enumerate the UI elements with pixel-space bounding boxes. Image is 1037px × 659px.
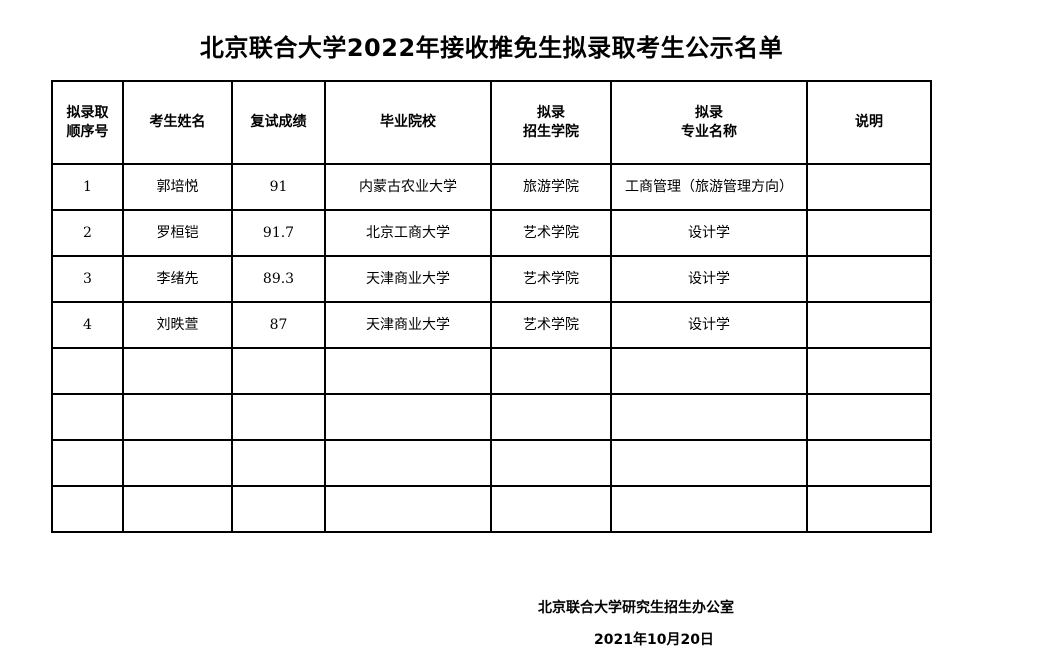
table-row: 4 刘昳萱 87 天津商业大学 艺术学院 设计学 [51,301,932,349]
table-cell [231,393,326,441]
table-row: 1 郭培悦 91 内蒙古农业大学 旅游学院 工商管理（旅游管理方向） [51,163,932,211]
table-cell: 天津商业大学 [324,255,492,303]
table-cell [490,485,612,533]
table-cell [806,163,932,211]
table-cell [806,301,932,349]
table-cell [324,393,492,441]
table-cell [324,485,492,533]
table-cell [51,485,124,533]
table-cell [122,393,233,441]
table-cell: 设计学 [610,209,808,257]
column-header: 拟录取 顺序号 [51,80,124,165]
table-cell: 87 [231,301,326,349]
table-cell [231,347,326,395]
table-cell [231,439,326,487]
table-cell: 艺术学院 [490,209,612,257]
table-row [51,347,932,395]
table-header-row: 拟录取 顺序号 考生姓名 复试成绩 毕业院校 拟录 招生学院 拟录 专业名称 说明 [51,80,932,165]
table-cell: 89.3 [231,255,326,303]
table-cell: 李绪先 [122,255,233,303]
table-cell [51,347,124,395]
table-cell [324,439,492,487]
table-cell [806,485,932,533]
table-cell [490,347,612,395]
table-cell: 91.7 [231,209,326,257]
table-row [51,485,932,533]
table-cell: 91 [231,163,326,211]
column-header: 说明 [806,80,932,165]
column-header: 毕业院校 [324,80,492,165]
column-header: 拟录 招生学院 [490,80,612,165]
table-cell [231,485,326,533]
table-cell: 罗桓铠 [122,209,233,257]
table-cell [610,485,808,533]
table-cell [122,485,233,533]
table-cell: 艺术学院 [490,301,612,349]
table-cell [324,347,492,395]
table-cell [610,439,808,487]
table-cell [610,393,808,441]
table-cell [806,347,932,395]
table-row: 2 罗桓铠 91.7 北京工商大学 艺术学院 设计学 [51,209,932,257]
publish-date: 2021年10月20日 [594,632,714,648]
table-cell [806,209,932,257]
table-row [51,393,932,441]
table-cell [122,347,233,395]
admission-table: 拟录取 顺序号 考生姓名 复试成绩 毕业院校 拟录 招生学院 拟录 专业名称 说明 1 郭培悦 91 内… [51,80,932,533]
table-cell: 工商管理（旅游管理方向） [610,163,808,211]
column-header: 拟录 专业名称 [610,80,808,165]
table-cell: 刘昳萱 [122,301,233,349]
table-cell [51,439,124,487]
page-title: 北京联合大学2022年接收推免生拟录取考生公示名单 [199,34,784,62]
table-cell: 3 [51,255,124,303]
table-cell [806,439,932,487]
table-cell: 4 [51,301,124,349]
table-cell: 北京工商大学 [324,209,492,257]
table-cell [122,439,233,487]
table-cell [51,393,124,441]
table-cell: 旅游学院 [490,163,612,211]
issuing-office: 北京联合大学研究生招生办公室 [538,600,734,616]
table-cell [490,393,612,441]
table-cell: 设计学 [610,255,808,303]
table-cell: 艺术学院 [490,255,612,303]
table-cell: 设计学 [610,301,808,349]
table-cell: 内蒙古农业大学 [324,163,492,211]
table-cell [806,393,932,441]
table-row: 3 李绪先 89.3 天津商业大学 艺术学院 设计学 [51,255,932,303]
table-cell: 郭培悦 [122,163,233,211]
table-cell [490,439,612,487]
column-header: 复试成绩 [231,80,326,165]
table-cell [806,255,932,303]
table-cell: 1 [51,163,124,211]
table-row [51,439,932,487]
column-header: 考生姓名 [122,80,233,165]
table-cell: 天津商业大学 [324,301,492,349]
table-cell [610,347,808,395]
table-cell: 2 [51,209,124,257]
